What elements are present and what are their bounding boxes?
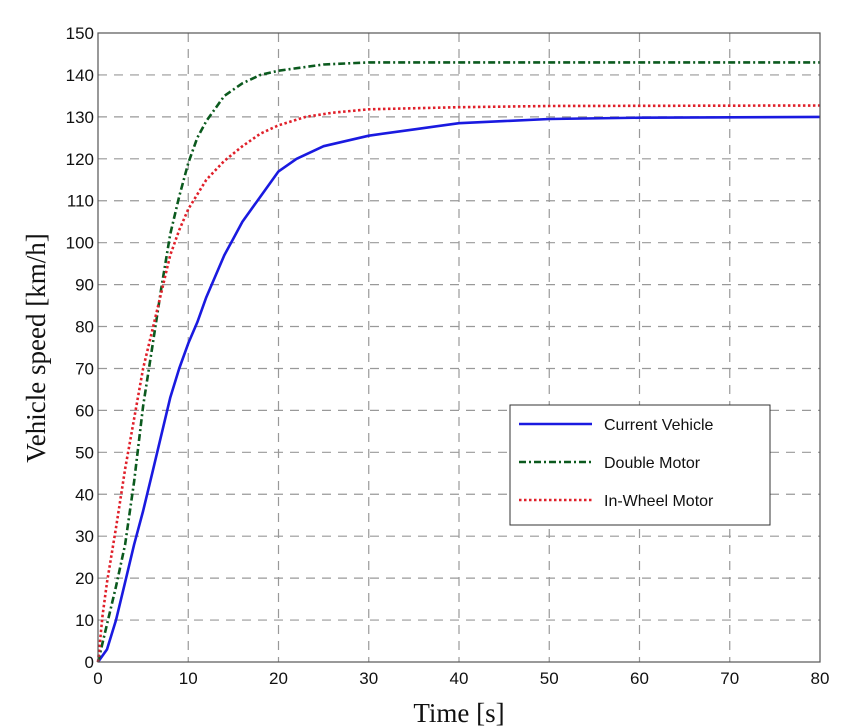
x-tick-label: 50 bbox=[540, 669, 559, 688]
x-tick-label: 40 bbox=[450, 669, 469, 688]
tick-labels: 0 10 20 30 40 50 60 70 80 0 10 20 30 40 50 60 70 80 90 100 1… bbox=[66, 24, 830, 688]
legend-label: Double Motor bbox=[604, 455, 701, 472]
x-tick-label: 80 bbox=[811, 669, 830, 688]
x-tick-label: 30 bbox=[359, 669, 378, 688]
x-tick-label: 60 bbox=[630, 669, 649, 688]
series-lines bbox=[96, 61, 821, 663]
legend-label: Current Vehicle bbox=[604, 417, 713, 434]
y-tick-label: 140 bbox=[66, 66, 94, 85]
y-tick-label: 90 bbox=[75, 276, 94, 295]
y-tick-label: 20 bbox=[75, 569, 94, 588]
x-axis-label: Time [s] bbox=[413, 698, 504, 727]
y-tick-label: 130 bbox=[66, 108, 94, 127]
y-tick-label: 10 bbox=[75, 611, 94, 630]
y-tick-label: 0 bbox=[85, 653, 94, 672]
y-tick-label: 110 bbox=[67, 192, 94, 211]
y-tick-label: 60 bbox=[75, 401, 94, 420]
x-tick-label: 0 bbox=[93, 669, 102, 688]
x-tick-label: 10 bbox=[179, 669, 198, 688]
y-tick-label: 100 bbox=[66, 234, 94, 253]
series-line-in-wheel-motor bbox=[96, 104, 821, 663]
series-line-current-vehicle bbox=[96, 115, 821, 663]
y-tick-label: 150 bbox=[66, 24, 94, 43]
legend-label: In-Wheel Motor bbox=[604, 493, 714, 510]
y-tick-label: 120 bbox=[66, 150, 94, 169]
x-tick-label: 20 bbox=[269, 669, 288, 688]
x-tick-label: 70 bbox=[720, 669, 739, 688]
plot-frame bbox=[97, 32, 821, 663]
y-tick-label: 70 bbox=[75, 359, 94, 378]
y-tick-label: 50 bbox=[75, 443, 94, 462]
y-axis-label: Vehicle speed [km/h] bbox=[21, 233, 51, 462]
grid bbox=[98, 33, 820, 662]
y-tick-label: 80 bbox=[75, 318, 94, 337]
y-tick-label: 40 bbox=[75, 485, 94, 504]
series-line-double-motor bbox=[96, 61, 820, 663]
legend: Current Vehicle Double Motor In-Wheel Moto… bbox=[509, 404, 771, 526]
y-tick-label: 30 bbox=[75, 527, 94, 546]
